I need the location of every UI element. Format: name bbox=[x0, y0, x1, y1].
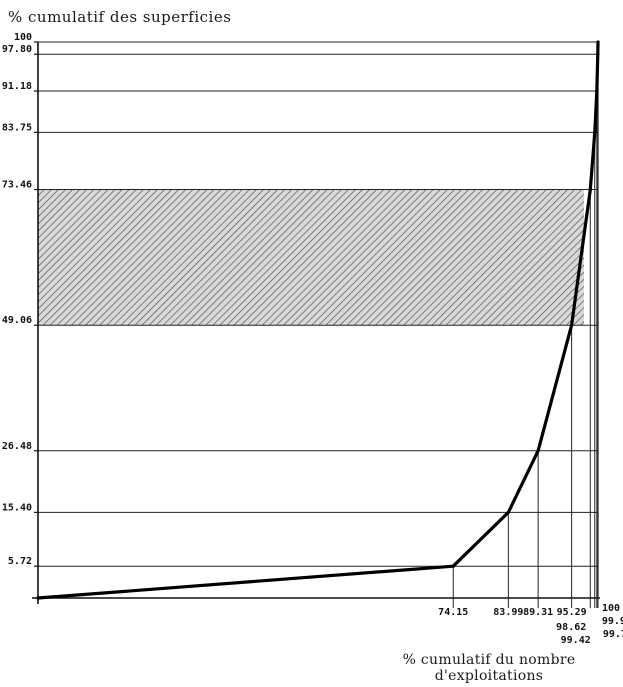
x-tick-label-8: 100 bbox=[602, 603, 620, 614]
shaded-band bbox=[38, 189, 584, 326]
x-axis-title-line1: % cumulatif du nombre bbox=[402, 652, 576, 668]
y-tick-label-8: 5.72 bbox=[8, 556, 32, 567]
curve-point-1 bbox=[451, 564, 455, 568]
curve-point-8 bbox=[596, 52, 600, 56]
x-tick-label-6: 99.79 bbox=[603, 629, 623, 640]
y-tick-label-6: 26.48 bbox=[2, 441, 32, 452]
y-tick-label-4: 73.46 bbox=[2, 180, 32, 191]
curve-point-2 bbox=[506, 510, 510, 514]
y-axis-title: % cumulatif des superficies bbox=[8, 8, 232, 26]
x-tick-label-2: 89.31 bbox=[523, 607, 553, 618]
y-tick-label-1: 97.80 bbox=[2, 44, 32, 55]
curve-point-4 bbox=[570, 323, 574, 327]
x-axis-title: % cumulatif du nombre d'exploitations bbox=[359, 652, 619, 684]
x-tick-label-5: 99.42 bbox=[561, 635, 591, 646]
y-tick-label-3: 83.75 bbox=[2, 122, 32, 133]
x-axis-title-line2: d'exploitations bbox=[434, 668, 544, 684]
y-tick-label-7: 15.40 bbox=[2, 502, 32, 513]
curve-point-0 bbox=[36, 596, 40, 600]
x-tick-label-3: 95.29 bbox=[557, 607, 587, 618]
y-tick-label-0: 100 bbox=[14, 32, 32, 43]
x-tick-label-4: 98.62 bbox=[556, 622, 586, 633]
lorenz-curve bbox=[37, 41, 600, 600]
y-tick-label-5: 49.06 bbox=[2, 315, 32, 326]
x-tick-label-0: 74.15 bbox=[438, 607, 468, 618]
curve-point-3 bbox=[536, 449, 540, 453]
y-tick-label-2: 91.18 bbox=[2, 81, 32, 92]
x-tick-label-1: 83.99 bbox=[493, 607, 523, 618]
x-tick-label-7: 99.97 bbox=[602, 616, 623, 627]
curve-point-9 bbox=[596, 40, 600, 44]
curve-point-5 bbox=[588, 187, 592, 192]
curve-point-7 bbox=[595, 89, 599, 93]
curve-point-6 bbox=[593, 130, 597, 134]
